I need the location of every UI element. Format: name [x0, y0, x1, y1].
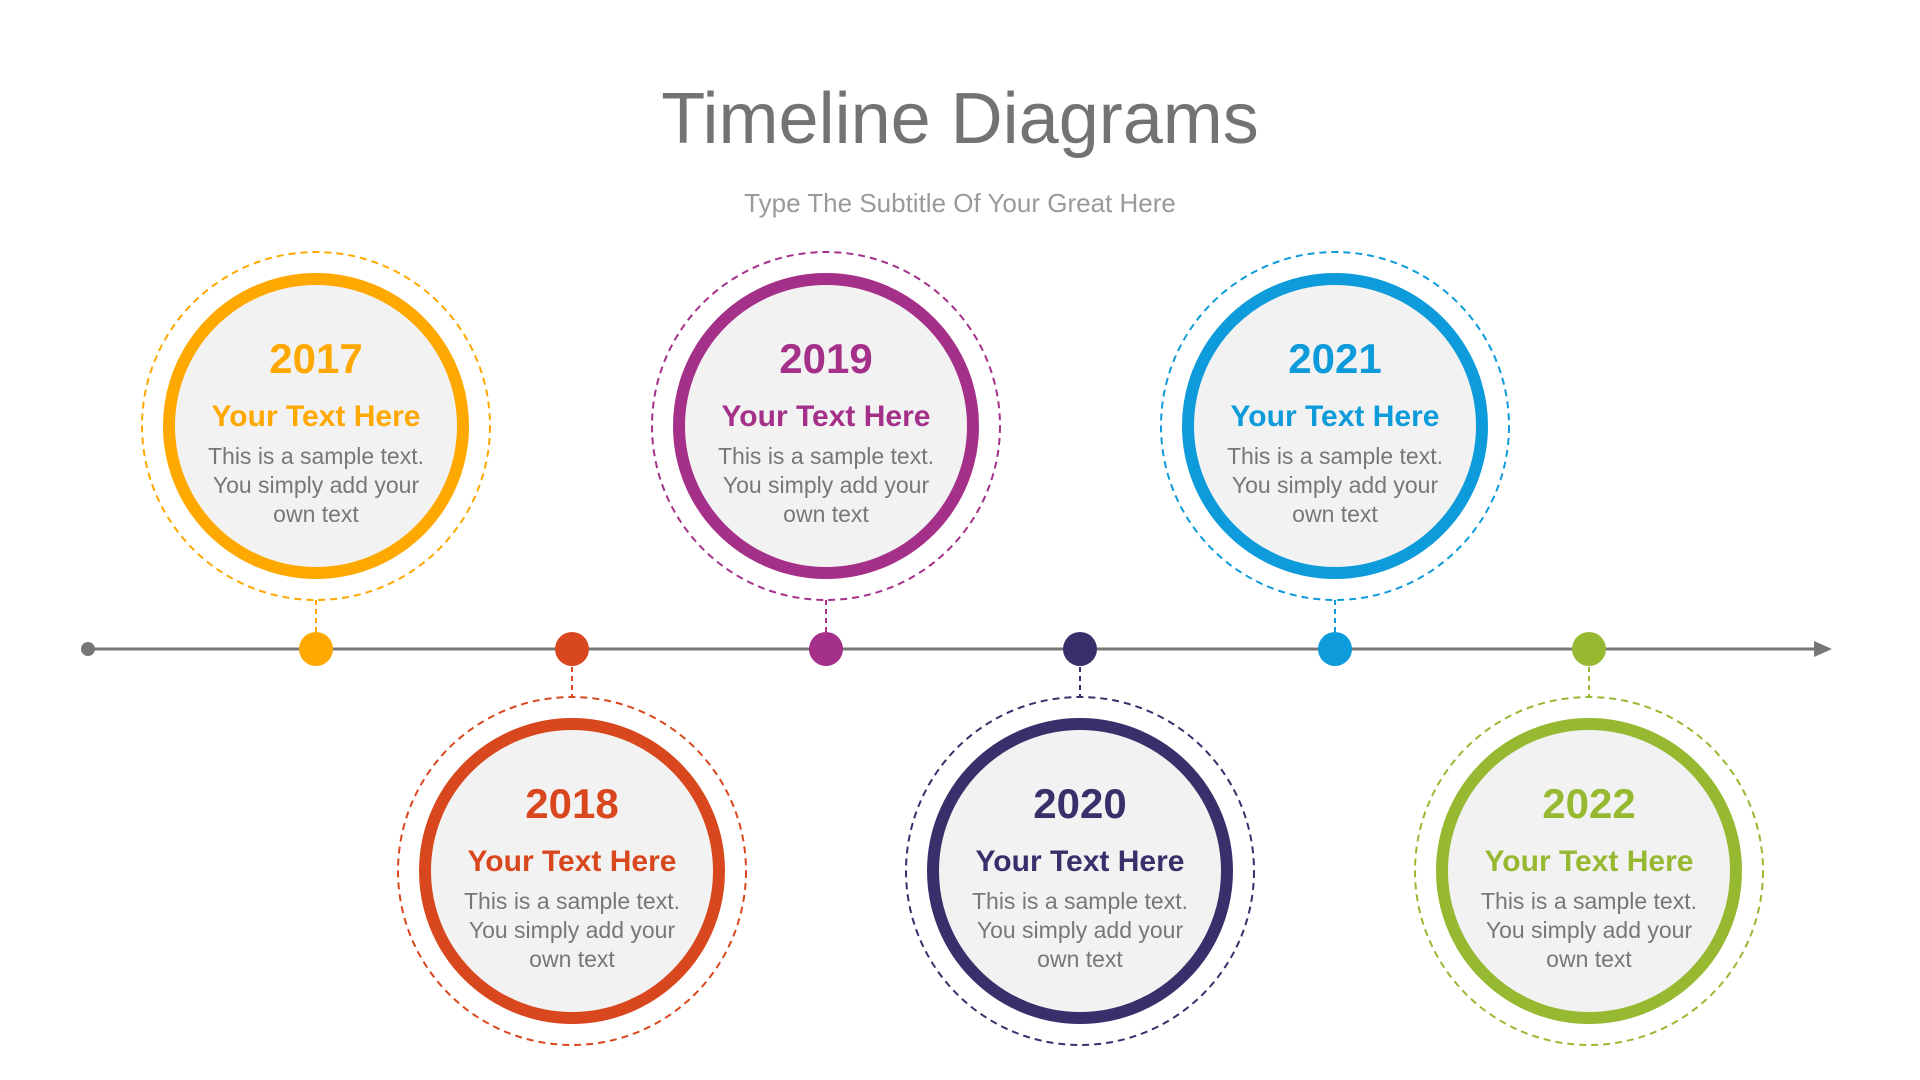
milestone-heading: Your Text Here [975, 845, 1185, 878]
body-line: own text [273, 501, 359, 527]
milestone-2018: 2018 Your Text Here This is a sample tex… [432, 783, 712, 974]
body-line: You simply add your [468, 917, 676, 943]
body-line: own text [1037, 946, 1123, 972]
milestone-circle [419, 718, 725, 1024]
milestone-body: This is a sample text. You simply add yo… [176, 442, 456, 529]
dashed-ring [1160, 251, 1510, 601]
page-subtitle: Type The Subtitle Of Your Great Here [744, 188, 1176, 218]
dashed-ring [905, 696, 1255, 1046]
milestone-circle [1182, 273, 1488, 579]
milestone-heading: Your Text Here [1230, 400, 1440, 433]
milestone-heading: Your Text Here [1484, 845, 1694, 878]
timeline-dot [1572, 632, 1606, 666]
timeline-dot [809, 632, 843, 666]
body-line: own text [1546, 946, 1632, 972]
timeline-dot [1063, 632, 1097, 666]
body-line: You simply add your [722, 472, 930, 498]
milestone-circle [673, 273, 979, 579]
timeline-dot [555, 632, 589, 666]
milestone-year: 2021 [1288, 335, 1382, 382]
timeline-start-dot [81, 642, 95, 656]
milestone-2022: 2022 Your Text Here This is a sample tex… [1449, 783, 1729, 974]
milestone-year: 2019 [779, 335, 873, 382]
milestone-heading: Your Text Here [467, 845, 677, 878]
body-line: This is a sample text. [971, 888, 1189, 914]
body-line: This is a sample text. [717, 443, 935, 469]
body-line: You simply add your [1485, 917, 1693, 943]
body-line: This is a sample text. [207, 443, 425, 469]
timeline-dot [299, 632, 333, 666]
body-line: This is a sample text. [1480, 888, 1698, 914]
milestone-2019: 2019 Your Text Here This is a sample tex… [686, 338, 966, 529]
milestone-year: 2018 [525, 780, 619, 827]
body-line: You simply add your [976, 917, 1184, 943]
milestone-body: This is a sample text. You simply add yo… [1449, 887, 1729, 974]
body-line: This is a sample text. [463, 888, 681, 914]
milestone-year: 2020 [1033, 780, 1127, 827]
milestone-2020: 2020 Your Text Here This is a sample tex… [940, 783, 1220, 974]
body-line: own text [783, 501, 869, 527]
milestone-year: 2017 [269, 335, 363, 382]
body-line: You simply add your [1231, 472, 1439, 498]
timeline-arrow-icon [1814, 641, 1832, 657]
milestone-2017: 2017 Your Text Here This is a sample tex… [176, 338, 456, 529]
dashed-ring [141, 251, 491, 601]
milestone-body: This is a sample text. You simply add yo… [1195, 442, 1475, 529]
dashed-ring [651, 251, 1001, 601]
milestone-circle [163, 273, 469, 579]
milestone-circle [1436, 718, 1742, 1024]
page-title: Timeline Diagrams [661, 79, 1259, 159]
milestone-body: This is a sample text. You simply add yo… [686, 442, 966, 529]
dashed-ring [1414, 696, 1764, 1046]
timeline-dot [1318, 632, 1352, 666]
dashed-ring [397, 696, 747, 1046]
body-line: own text [529, 946, 615, 972]
milestone-2021: 2021 Your Text Here This is a sample tex… [1195, 338, 1475, 529]
milestone-heading: Your Text Here [211, 400, 421, 433]
body-line: You simply add your [212, 472, 420, 498]
milestone-body: This is a sample text. You simply add yo… [432, 887, 712, 974]
body-line: This is a sample text. [1226, 443, 1444, 469]
milestone-circle [927, 718, 1233, 1024]
body-line: own text [1292, 501, 1378, 527]
milestone-body: This is a sample text. You simply add yo… [940, 887, 1220, 974]
milestone-year: 2022 [1542, 780, 1636, 827]
milestone-heading: Your Text Here [721, 400, 931, 433]
